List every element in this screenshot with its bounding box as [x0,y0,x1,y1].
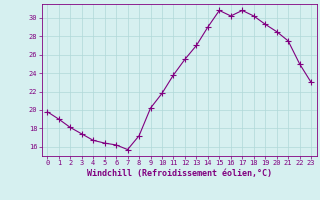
X-axis label: Windchill (Refroidissement éolien,°C): Windchill (Refroidissement éolien,°C) [87,169,272,178]
